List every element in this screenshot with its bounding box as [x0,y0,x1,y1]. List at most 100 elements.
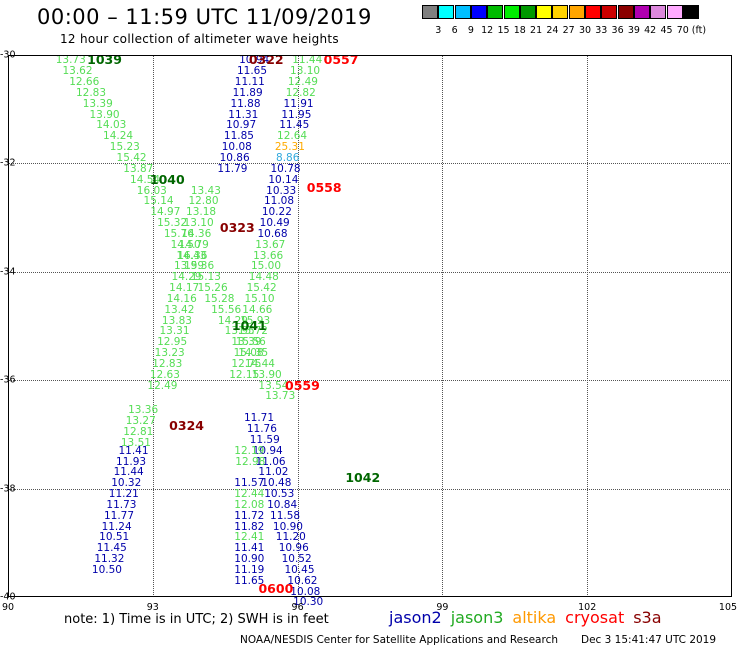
color-scale-swatch [519,5,536,19]
legend-entry-altika: altika [512,608,557,627]
color-scale-unit: (ft) [691,25,707,36]
longitude-tick-label: 102 [578,602,597,613]
generation-timestamp: Dec 3 15:41:47 UTC 2019 [581,634,717,646]
wave-height-value: 11.65 [236,65,268,77]
satellite-pass-label: 1041 [231,317,267,333]
wave-height-value: 15.42 [246,281,277,294]
wave-height-value: 13.51 [120,436,151,449]
wave-height-value: 12.66 [69,75,100,88]
wave-height-value: 14.43 [176,249,207,262]
latitude-gridline [8,271,732,273]
wave-height-value: 10.78 [270,162,301,175]
wave-height-value: 11.77 [103,509,135,522]
satellite-legend: jason2 jason3 altika cryosat s3a [389,608,671,627]
wave-height-value: 10.08 [290,585,321,598]
latitude-tick-label: -32 [0,157,16,169]
wave-height-value: 11.11 [234,75,265,88]
wave-height-value: 13.27 [125,414,156,427]
color-scale-swatch [487,5,504,19]
wave-height-value: 16.03 [136,184,167,197]
wave-height-value: 13.83 [161,314,192,327]
satellite-pass-label: 0322 [248,52,284,68]
wave-height-value: 10.53 [264,487,295,500]
color-scale-tick: 24 [546,25,559,36]
satellite-pass-label: 1039 [87,52,122,68]
wave-height-value: 11.31 [228,108,259,121]
color-scale-swatch [617,5,634,19]
wave-height-value: 14.36 [181,227,212,240]
satellite-pass-label: 0323 [219,220,255,236]
wave-height-value: 15.56 [211,303,242,316]
color-scale-tick: 42 [644,25,657,36]
wave-height-value: 11.76 [246,422,277,435]
wave-height-value: 11.41 [118,444,149,457]
color-scale-tick: 36 [611,25,624,36]
wave-height-value: 14.24 [103,130,134,143]
color-scale-swatch [536,5,553,19]
wave-height-value: 14.48 [248,270,279,283]
wave-height-value: 14.17 [169,281,200,294]
color-scale-swatch [422,5,438,19]
longitude-tick-label: 90 [1,602,15,613]
wave-height-value: 10.49 [259,216,290,229]
satellite-pass-label: 0558 [306,179,342,195]
latitude-tick-label: -38 [0,483,16,495]
wave-height-value: 15.23 [109,140,140,153]
satellite-pass-label: 0600 [258,580,294,596]
wave-height-value: 13.87 [123,162,154,175]
color-scale-swatch [552,5,569,19]
wave-height-value: 12.82 [285,86,316,99]
wave-height-value: 10.90 [234,552,265,565]
color-scale-tick: 27 [562,25,575,36]
wave-height-value: 11.41 [234,541,265,554]
wave-height-value: 15.93 [240,314,271,327]
wave-height-value: 10.33 [266,184,297,197]
wave-height-value: 13.10 [183,216,214,229]
wave-height-value: 11.82 [234,520,265,533]
wave-height-value: 13.36 [128,403,159,416]
satellite-pass-label: 0324 [169,418,204,434]
wave-height-value: 8.86 [276,151,300,164]
wave-height-value: 11.88 [230,97,261,110]
wave-height-value: 12.80 [188,195,219,208]
wave-height-value: 14.50 [170,238,201,251]
wave-height-value: 12.44 [234,487,265,500]
wave-height-value: 10.84 [267,498,298,511]
longitude-gridline [152,55,154,597]
wave-height-value: 25.31 [274,140,305,153]
longitude-tick-label: 96 [291,602,304,613]
wave-height-value: 15.13 [190,270,221,283]
color-scale-swatch [503,5,520,19]
wave-height-value: 11.95 [281,108,312,121]
map-panel: 13.73 13.62 12.66 12.83 13.39 13.90 14.03 14.24… [8,52,732,607]
wave-height-value: 10.22 [261,205,292,218]
latitude-tick-label: -40 [0,591,16,603]
wave-height-value: 15.26 [197,281,228,294]
color-scale-tick: 18 [513,25,526,36]
wave-height-value: 10.96 [278,541,309,554]
wave-height-value: 14.16 [166,292,197,305]
wave-height-value: 10.30 [293,596,324,609]
wave-height-value: 15.28 [204,292,235,305]
color-scale-swatch [568,5,585,19]
longitude-gridline [442,55,444,597]
wave-height-value: 14.03 [96,119,127,132]
wave-height-value: 11.59 [249,433,280,446]
latitude-tick-label: -36 [0,374,16,386]
wave-height-value: 10.94 [252,444,283,457]
color-scale-swatch [438,5,455,19]
color-scale-tick: 33 [595,25,608,36]
wave-height-value: 13.73 [55,54,86,67]
color-scale-swatch [650,5,667,19]
wave-height-value: 10.32 [111,476,142,489]
wave-height-value: 16.36 [177,249,208,262]
color-scale-tick: 45 [660,25,673,36]
latitude-tick-label: -30 [0,49,16,61]
wave-height-value: 12.75 [231,357,262,370]
color-scale-swatch [666,5,683,19]
wave-height-value: 13.31 [159,325,190,338]
wave-height-value: 12.49 [287,75,318,88]
wave-height-value: 12.83 [75,86,107,99]
wave-height-value: 13.90 [89,108,120,121]
